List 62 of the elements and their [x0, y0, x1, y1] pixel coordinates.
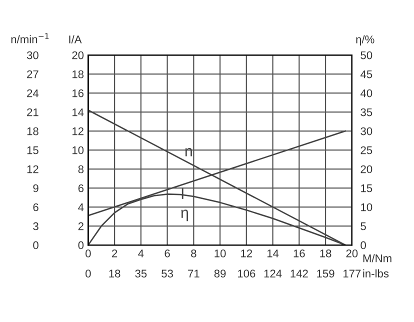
x2-tick-label: 89: [214, 270, 226, 278]
x-tick-label: 16: [294, 250, 305, 258]
y3-tick-label: 30: [26, 51, 38, 60]
y-tick-label: 10: [72, 146, 84, 154]
x-tick-label: 10: [214, 250, 226, 258]
x-tick-label: 18: [320, 250, 332, 258]
y2-tick-label: 30: [360, 127, 372, 136]
y-tick-label: 6: [78, 184, 84, 192]
y2-tick-label: 0: [360, 241, 366, 250]
series-label: n: [185, 148, 192, 156]
y2-axis-title: η/%: [356, 35, 374, 46]
x2-tick-label: 18: [109, 270, 120, 278]
y2-tick-label: 5: [360, 222, 366, 230]
x2-tick-label: 71: [188, 270, 200, 278]
y2-tick-label: 20: [360, 165, 372, 174]
x2-tick-label: 0: [86, 270, 91, 278]
y3-tick-label: 24: [27, 89, 39, 98]
x-tick-label: 6: [164, 250, 170, 258]
y-tick-label: 2: [78, 222, 84, 230]
series-label: η: [181, 210, 188, 222]
y3-tick-label: 0: [33, 241, 38, 250]
x2-axis-title: in-lbs: [363, 269, 389, 278]
y3-tick-label: 21: [27, 108, 38, 116]
y3-tick-label: 6: [33, 203, 38, 212]
y2-tick-label: 35: [360, 108, 372, 116]
y-axis-title: I/A: [69, 35, 82, 44]
y2-tick-label: 40: [360, 89, 372, 98]
x-tick-label: 20: [346, 250, 358, 258]
x-axis-title: M/Nm: [363, 254, 392, 262]
y-tick-label: 20: [72, 51, 84, 60]
y2-tick-label: 50: [360, 51, 372, 60]
y2-tick-label: 25: [360, 146, 372, 154]
y3-tick-label: 3: [33, 222, 38, 230]
x2-tick-label: 159: [317, 270, 334, 278]
x-tick-label: 12: [241, 250, 252, 258]
x2-tick-label: 106: [238, 270, 256, 278]
y-tick-label: 16: [72, 89, 84, 98]
y-tick-label: 12: [72, 127, 84, 136]
x2-tick-label: 142: [290, 270, 308, 278]
y-tick-label: 0: [78, 241, 84, 250]
x-tick-label: 2: [112, 250, 118, 258]
y3-axis-title: n/min$^{−1}$: [11, 33, 49, 44]
y-tick-label: 8: [78, 165, 84, 174]
y3-tick-label: 9: [33, 184, 38, 192]
x2-tick-label: 53: [162, 270, 173, 278]
y2-tick-label: 10: [361, 203, 372, 212]
x-tick-label: 0: [86, 250, 91, 258]
y3-tick-label: 15: [27, 146, 38, 154]
x2-tick-label: 177: [343, 270, 361, 278]
y3-tick-label: 18: [27, 127, 38, 136]
y3-tick-label: 12: [27, 165, 38, 174]
y-tick-label: 14: [72, 108, 84, 116]
y3-tick-label: 27: [27, 70, 38, 78]
y2-tick-label: 45: [360, 70, 372, 78]
x-tick-label: 14: [267, 250, 279, 258]
y-tick-label: 18: [72, 70, 84, 78]
y2-tick-label: 15: [361, 184, 372, 192]
x-tick-label: 8: [191, 250, 196, 258]
x-tick-label: 4: [138, 250, 144, 258]
y-tick-label: 4: [78, 203, 84, 212]
x2-tick-label: 35: [135, 270, 147, 278]
x2-tick-label: 124: [264, 270, 282, 278]
